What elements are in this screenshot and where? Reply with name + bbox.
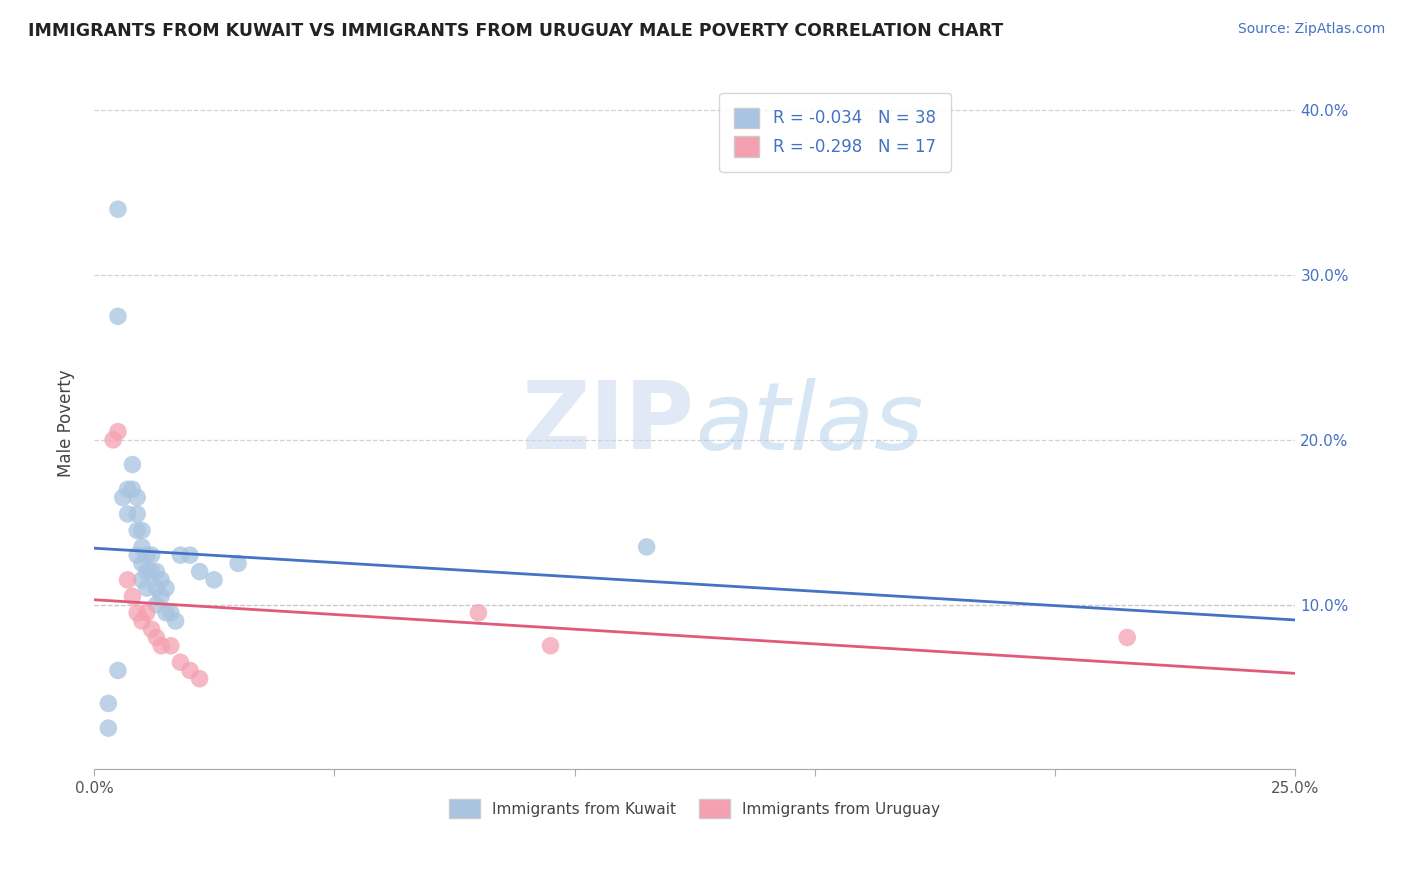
Point: [131, 614, 153, 628]
Point: [121, 590, 143, 604]
Point: [117, 483, 139, 497]
Text: atlas: atlas: [695, 378, 922, 469]
Point: [135, 581, 157, 595]
Point: [145, 581, 167, 595]
Point: [540, 639, 562, 653]
Point: [117, 573, 139, 587]
Point: [107, 310, 129, 324]
Point: [159, 606, 181, 620]
Text: Source: ZipAtlas.com: Source: ZipAtlas.com: [1237, 22, 1385, 37]
Point: [188, 672, 211, 686]
Point: [131, 540, 153, 554]
Point: [1116, 631, 1139, 645]
Point: [467, 606, 489, 620]
Point: [111, 491, 134, 505]
Point: [131, 524, 153, 538]
Point: [188, 565, 211, 579]
Point: [131, 557, 153, 571]
Point: [150, 573, 173, 587]
Point: [97, 721, 120, 735]
Point: [159, 639, 181, 653]
Point: [107, 202, 129, 217]
Point: [135, 606, 157, 620]
Point: [145, 631, 167, 645]
Point: [179, 664, 201, 678]
Point: [155, 606, 177, 620]
Point: [121, 483, 143, 497]
Point: [169, 655, 191, 669]
Point: [150, 590, 173, 604]
Point: [202, 573, 225, 587]
Y-axis label: Male Poverty: Male Poverty: [58, 369, 75, 477]
Point: [636, 540, 658, 554]
Point: [145, 565, 167, 579]
Point: [131, 573, 153, 587]
Point: [127, 548, 149, 562]
Point: [135, 548, 157, 562]
Point: [141, 565, 163, 579]
Point: [141, 622, 163, 636]
Point: [107, 425, 129, 439]
Point: [117, 507, 139, 521]
Point: [226, 557, 249, 571]
Point: [179, 548, 201, 562]
Text: ZIP: ZIP: [522, 377, 695, 469]
Point: [169, 548, 191, 562]
Point: [107, 664, 129, 678]
Point: [127, 606, 149, 620]
Point: [127, 524, 149, 538]
Point: [141, 548, 163, 562]
Point: [145, 598, 167, 612]
Point: [165, 614, 187, 628]
Point: [97, 697, 120, 711]
Point: [101, 433, 124, 447]
Point: [155, 581, 177, 595]
Point: [127, 507, 149, 521]
Legend: Immigrants from Kuwait, Immigrants from Uruguay: Immigrants from Kuwait, Immigrants from …: [443, 793, 946, 824]
Text: IMMIGRANTS FROM KUWAIT VS IMMIGRANTS FROM URUGUAY MALE POVERTY CORRELATION CHART: IMMIGRANTS FROM KUWAIT VS IMMIGRANTS FRO…: [28, 22, 1004, 40]
Point: [127, 491, 149, 505]
Point: [135, 565, 157, 579]
Point: [121, 458, 143, 472]
Point: [150, 639, 173, 653]
